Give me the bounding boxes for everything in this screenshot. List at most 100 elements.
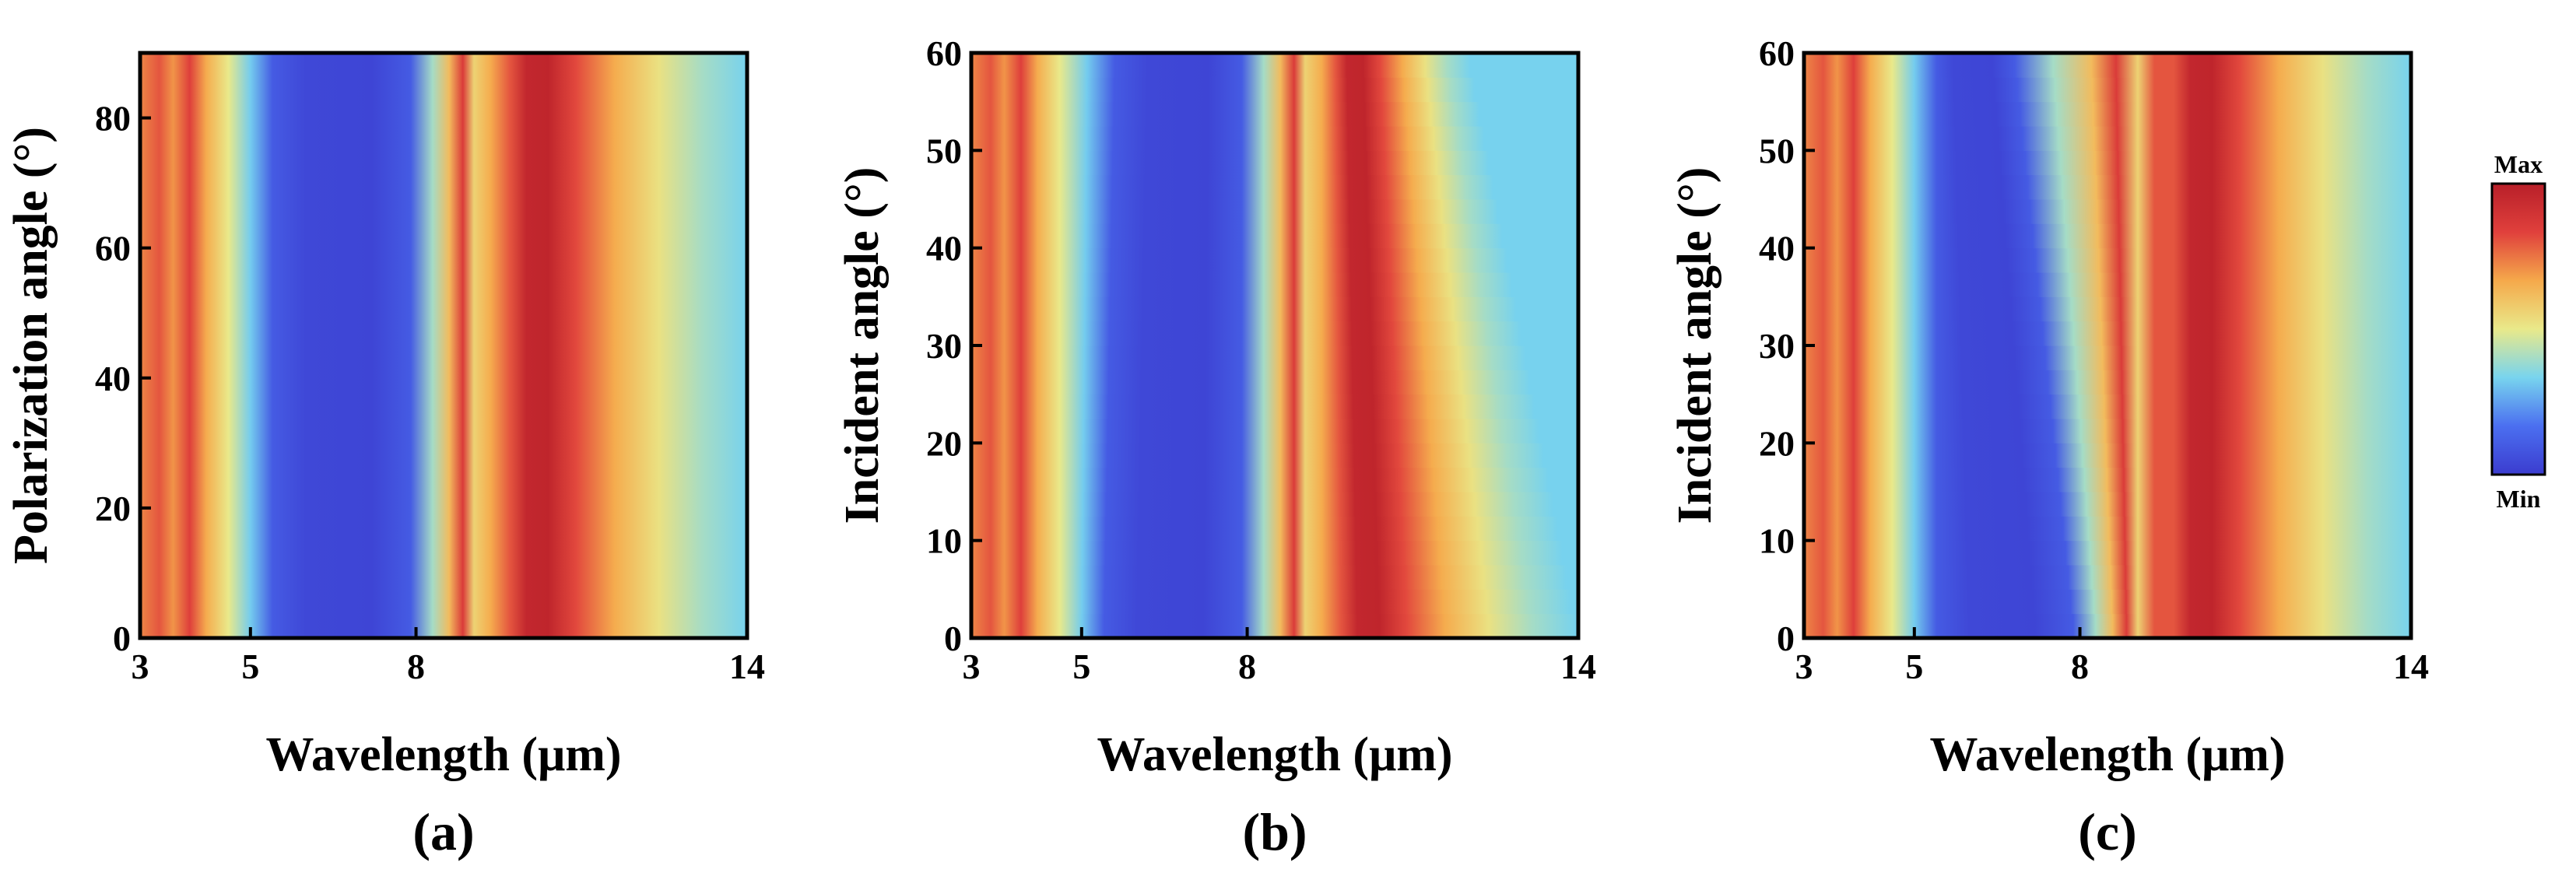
plot-frame-a	[138, 51, 749, 640]
y-tick-label: 30	[1759, 326, 1795, 366]
heatmap-strip	[971, 394, 1578, 419]
heatmap-strip	[1804, 125, 2411, 151]
heatmap-strip	[140, 272, 747, 297]
heatmap-strip	[1804, 198, 2411, 224]
x-tick-label: 5	[241, 647, 259, 686]
heatmap-strip	[1804, 247, 2411, 273]
panel-b: 3 5 8 14 0 10 20 30 40 50 60 Wavelength (μm) Inci…	[836, 33, 1596, 861]
x-ticks-a: 3 5 8 14	[132, 627, 765, 686]
heatmap-strip	[1804, 588, 2411, 615]
y-tick-label: 20	[95, 489, 131, 528]
x-tick-label: 8	[1238, 647, 1256, 686]
heatmap-strip	[1804, 442, 2411, 468]
heatmap-strip	[971, 52, 1578, 78]
heatmap-strip	[1804, 467, 2411, 493]
y-axis-label-a: Polarization angle (°)	[5, 127, 58, 564]
heatmap-strip	[140, 321, 747, 346]
heatmap-strip	[971, 272, 1578, 297]
x-tick-label: 3	[963, 647, 981, 686]
y-tick-label: 50	[1759, 131, 1795, 170]
y-tick-label: 40	[95, 359, 131, 398]
heatmap-strip	[1804, 418, 2411, 444]
y-tick-label: 0	[944, 619, 962, 658]
colorbar: Max Min	[2490, 150, 2546, 513]
heatmap-strip	[971, 101, 1578, 127]
y-tick-label: 20	[1759, 423, 1795, 463]
heatmap-strip	[140, 296, 747, 322]
heatmap-strip	[971, 613, 1578, 639]
heatmap-strip	[971, 540, 1578, 566]
heatmap-strip	[140, 418, 747, 444]
y-tick-label: 60	[926, 33, 962, 73]
heatmap-strip	[140, 613, 747, 639]
heatmap-strip	[140, 442, 747, 468]
y-tick-label: 40	[1759, 229, 1795, 268]
x-ticks-b: 3 5 8 14	[963, 627, 1596, 686]
heatmap-strip	[1804, 369, 2411, 395]
y-ticks-b: 0 10 20 30 40 50 60	[926, 33, 982, 658]
heatmap-strip	[971, 418, 1578, 444]
heatmap-strip	[971, 345, 1578, 370]
panel-label-c: (c)	[2078, 802, 2136, 861]
x-tick-label: 5	[1905, 647, 1923, 686]
y-tick-label: 60	[95, 229, 131, 268]
x-tick-label: 3	[132, 647, 149, 686]
colorbar-gradient	[2490, 182, 2546, 476]
x-tick-label: 14	[2393, 647, 2429, 686]
heatmap-strip	[971, 588, 1578, 615]
panel-a: 3 5 8 14 0 20 40 60 80 Wavelength (μm) Polariza…	[5, 51, 765, 861]
y-tick-label: 10	[926, 521, 962, 561]
y-tick-label: 0	[1777, 619, 1795, 658]
heatmap-strip	[140, 515, 747, 542]
y-tick-label: 0	[113, 619, 131, 658]
heatmap-strip	[1804, 564, 2411, 590]
heatmap-strip	[1804, 613, 2411, 639]
heatmap-strip	[140, 540, 747, 566]
y-tick-label: 40	[926, 229, 962, 268]
heatmap-a	[140, 52, 747, 639]
heatmap-strip	[140, 564, 747, 590]
heatmap-c	[1804, 52, 2411, 639]
heatmap-strip	[140, 588, 747, 615]
heatmap-strip	[1804, 540, 2411, 566]
heatmap-strip	[140, 149, 747, 176]
y-tick-label: 20	[926, 423, 962, 463]
heatmap-strip	[1804, 515, 2411, 542]
x-axis-label-b: Wavelength (μm)	[1097, 728, 1452, 781]
heatmap-strip	[971, 515, 1578, 542]
heatmap-strip	[1804, 52, 2411, 78]
heatmap-strip	[1804, 76, 2411, 103]
heatmap-strip	[140, 345, 747, 370]
heatmap-strip	[971, 321, 1578, 346]
heatmap-strip	[1804, 149, 2411, 176]
panel-label-b: (b)	[1242, 802, 1307, 861]
panel-c: 3 5 8 14 0 10 20 30 40 50 60 Wavelength (μm) Inci…	[1669, 33, 2429, 861]
heatmap-strip	[1804, 321, 2411, 346]
heatmap-strip	[971, 223, 1578, 249]
heatmap-strip	[140, 125, 747, 151]
heatmap-strip	[971, 442, 1578, 468]
heatmap-strip	[971, 149, 1578, 176]
x-tick-label: 14	[729, 647, 765, 686]
x-tick-label: 5	[1072, 647, 1090, 686]
y-tick-label: 80	[95, 99, 131, 138]
y-axis-label-b: Incident angle (°)	[836, 167, 889, 524]
heatmap-strip	[971, 125, 1578, 151]
heatmap-strip	[1804, 296, 2411, 322]
heatmap-strip	[140, 198, 747, 224]
y-ticks-c: 0 10 20 30 40 50 60	[1759, 33, 1815, 658]
x-tick-label: 8	[2071, 647, 2089, 686]
heatmap-strip	[140, 174, 747, 200]
heatmap-strip	[140, 223, 747, 249]
heatmap-strip	[971, 76, 1578, 103]
y-tick-label: 10	[1759, 521, 1795, 561]
y-axis-label-c: Incident angle (°)	[1669, 167, 1721, 524]
heatmap-strip	[140, 76, 747, 103]
heatmap-strip	[971, 198, 1578, 224]
heatmap-strip	[140, 52, 747, 78]
y-ticks-a: 0 20 40 60 80	[95, 99, 151, 658]
heatmap-strip	[1804, 101, 2411, 127]
x-axis-label-a: Wavelength (μm)	[265, 728, 621, 781]
y-tick-label: 30	[926, 326, 962, 366]
